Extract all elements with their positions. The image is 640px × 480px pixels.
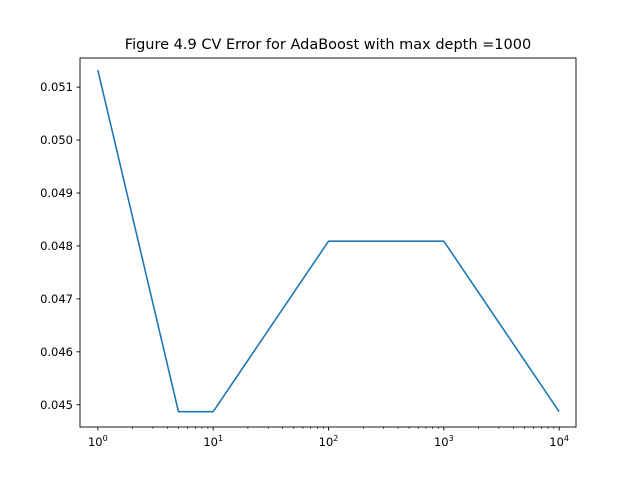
y-tick-label: 0.051: [40, 80, 73, 94]
x-tick-base: 10: [549, 435, 564, 449]
x-tick-label: 100: [88, 434, 108, 449]
series-line: [97, 69, 560, 413]
y-tick-label: 0.047: [40, 292, 73, 306]
x-tick-label: 101: [203, 434, 223, 449]
plot-frame: [79, 57, 577, 428]
x-tick-base: 10: [203, 435, 218, 449]
x-tick-base: 10: [319, 435, 334, 449]
y-tick-label: 0.045: [40, 398, 73, 412]
x-tick-base: 10: [88, 435, 103, 449]
x-tick-exponent: 1: [218, 434, 223, 443]
x-tick-label: 102: [319, 434, 339, 449]
y-tick-label: 0.050: [40, 133, 73, 147]
ticks-layer: 100 101 102 103 1040.0450.0460.0470.0480.049…: [40, 80, 569, 449]
x-tick-exponent: 0: [103, 434, 108, 443]
y-tick-label: 0.048: [40, 239, 73, 253]
x-tick-label: 104: [549, 434, 569, 449]
x-tick-label: 103: [434, 434, 454, 449]
chart-title: Figure 4.9 CV Error for AdaBoost with ma…: [125, 37, 531, 53]
series-layer: [97, 69, 560, 413]
x-tick-exponent: 3: [449, 434, 454, 443]
x-tick-base: 10: [434, 435, 449, 449]
x-tick-exponent: 4: [564, 434, 569, 443]
y-tick-label: 0.049: [40, 186, 73, 200]
y-tick-label: 0.046: [40, 345, 73, 359]
x-tick-exponent: 2: [333, 434, 338, 443]
